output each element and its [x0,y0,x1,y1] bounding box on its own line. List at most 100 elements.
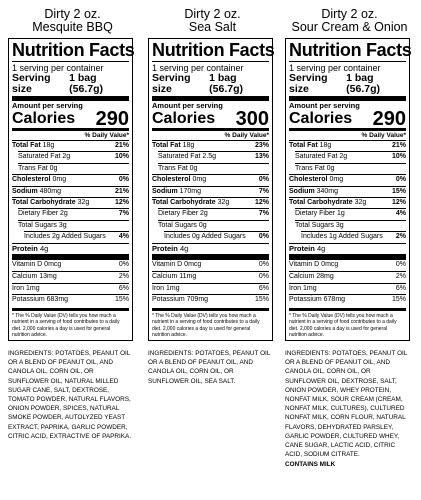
nutrient-amount: 1g [337,210,345,218]
vitamin-name: Calcium [289,272,315,280]
vitamin-row: Calcium 13mg 2% [12,270,129,283]
nutrition-facts-title: Nutrition Facts [12,40,135,60]
nutrient-amount: 18g [319,142,332,149]
nutrient-row: Saturated Fat 2.5g 13% [158,151,269,162]
thick-divider [12,96,129,101]
calories-row: Calories 300 [152,109,269,129]
nutrient-amount: 340mg [316,187,339,195]
nutrient-row: Includes 2g Added Sugars 4% [24,231,129,242]
calories-label: Calories [12,110,76,127]
nutrient-amount: 32g [77,199,90,207]
nutrient-daily-value: 10% [114,153,129,161]
nutrient-row: Dietary Fiber 1g 4% [295,208,406,219]
nutrient-daily-value: 0% [258,233,269,241]
nutrient-name: Total Sugars [158,221,197,229]
vitamin-daily-value: 2% [395,272,406,280]
nutrient-label-group: Protein 4g [12,244,48,254]
vitamin-row: Vitamin D 0mcg 0% [12,259,129,271]
vitamin-daily-value: 15% [114,296,129,304]
vitamin-name: Potassium [12,296,45,304]
nutrient-amount: 4g [179,243,189,253]
vitamin-amount: 0mcg [44,261,62,269]
medium-divider [152,128,269,131]
nutrient-amount: 3g [58,221,67,229]
nutrient-amount: 0mg [329,176,344,184]
nutrient-name: Cholesterol [12,176,51,184]
vitamin-daily-value: 15% [254,296,269,304]
nutrient-name: Total Carbohydrate [12,199,76,207]
nutrient-daily-value: 21% [391,142,406,149]
nutrient-daily-value: 7% [258,187,269,195]
nutrient-row: Total Fat 18g 21% [12,140,129,151]
servings-per-container: 1 serving per container [289,61,406,73]
vitamin-label-group: Potassium 678mg [289,295,345,306]
nutrient-name: Total Fat [12,142,41,149]
nutrient-amount: 0g [326,164,335,172]
nutrient-amount: 0g [189,164,198,172]
nutrient-name: Total Fat [289,142,318,149]
daily-value-header: % Daily Value* [361,132,406,139]
nutrient-name: Total Carbohydrate [289,199,353,207]
nutrient-daily-value: 15% [391,187,406,195]
nutrient-name: Dietary Fiber [18,210,59,218]
vitamin-name: Vitamin D [152,261,183,269]
vitamin-name: Iron [12,284,25,292]
nutrient-row: Total Carbohydrate 32g 12% [289,197,406,208]
product-name: Dirty 2 oz. Sour Cream & Onion [283,0,416,38]
nutrient-label-group: Total Carbohydrate 32g [152,198,229,208]
nutrient-name: Includes 1g Added Sugars [301,233,383,241]
nutrient-label-group: Saturated Fat 2g [18,152,70,162]
nutrient-label-group: Includes 1g Added Sugars [301,232,383,242]
serving-size-label: Serving size [289,72,328,95]
nutrient-label-group: Dietary Fiber 1g [295,209,345,219]
nutrition-facts-title: Nutrition Facts [289,40,412,60]
nutrient-amount: 18g [182,142,195,149]
nutrient-name: Total Sugars [295,221,334,229]
nutrient-row: Total Carbohydrate 32g 12% [12,197,129,208]
nutrient-label-group: Total Sugars 0g [158,221,207,231]
serving-size-value: 1 bag (56.7g) [209,72,243,95]
vitamin-row: Iron 1mg 6% [12,282,129,295]
nutrient-daily-value: 12% [114,199,129,207]
nutrient-row: Sodium 340mg 15% [289,185,406,197]
nutrient-row: Cholesterol 0mg 0% [289,174,406,185]
nutrient-label-group: Includes 2g Added Sugars [24,232,106,242]
serving-size-row: Serving size 1 bag (56.7g) [289,73,406,95]
allergen-statement: CONTAINS MILK [285,460,336,468]
label-column-mesquite-bbq: Dirty 2 oz. Mesquite BBQ Nutrition Facts 1 … [6,0,139,441]
nutrient-daily-value: 12% [254,199,269,207]
nutrient-amount: 4g [39,243,49,253]
calories-row: Calories 290 [289,108,406,130]
nutrient-row: Protein 4g [289,242,406,260]
vitamin-amount: 1mg [166,284,180,292]
nutrient-daily-value: 10% [391,153,406,161]
vitamin-daily-value: 2% [118,272,129,280]
serving-size-value: 1 bag (56.7g) [69,72,103,95]
calories-value: 290 [372,108,406,130]
nutrient-name: Includes 2g Added Sugars [24,233,106,241]
vitamin-label-group: Iron 1mg [12,284,40,295]
nutrient-daily-value: 12% [391,199,406,207]
nutrient-label-group: Sodium 340mg [289,187,338,197]
vitamin-name: Potassium [289,296,322,304]
nutrient-daily-value: 4% [118,233,129,241]
vitamin-row: Potassium 678mg 15% [289,294,406,306]
nutrient-daily-value: 7% [118,210,129,218]
nutrient-row: Total Sugars 3g [18,219,129,231]
nutrient-label-group: Saturated Fat 2.5g [158,152,216,162]
nutrient-label-group: Dietary Fiber 2g [18,209,68,219]
serving-size-row: Serving size 1 bag (56.7g) [12,73,129,95]
nutrient-amount: 2g [200,210,208,218]
vitamin-daily-value: 6% [258,284,269,292]
product-name: Dirty 2 oz. Sea Salt [146,0,279,38]
product-flavor-line: Sour Cream & Onion [291,20,408,34]
nutrient-label-group: Sodium 480mg [12,187,61,197]
nutrient-label-group: Saturated Fat 2g [295,152,347,162]
nutrient-amount: 4g [316,243,326,253]
nutrient-label-group: Protein 4g [152,244,188,254]
nutrient-name: Includes 0g Added Sugars [164,233,246,241]
vitamin-row: Calcium 11mg 0% [152,270,269,283]
nutrient-row: Sodium 480mg 21% [12,185,129,197]
vitamin-row: Iron 1mg 6% [289,282,406,295]
nutrition-facts-panel: Nutrition Facts 1 serving per container Se… [148,38,275,342]
